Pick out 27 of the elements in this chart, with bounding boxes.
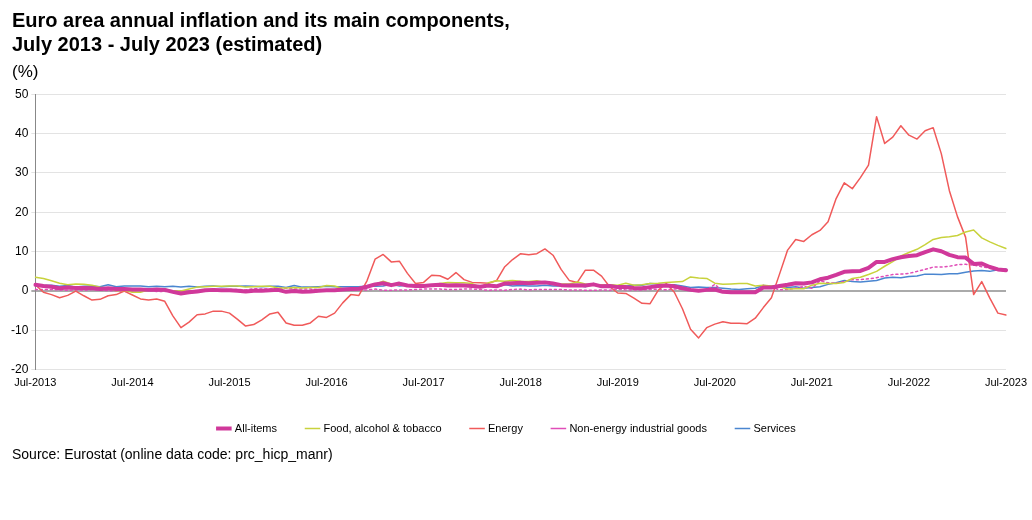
x-tick-label: Jul-2016: [305, 376, 348, 389]
x-tick-label: Jul-2014: [111, 376, 154, 389]
y-tick-label: 30: [14, 165, 29, 180]
chart-title: Euro area annual inflation and its main components, July 2013 - July 2023 (estimated): [11, 8, 511, 56]
legend-label: Energy: [488, 421, 524, 434]
x-tick-label: Jul-2022: [887, 376, 931, 389]
x-tick-label: Jul-2017: [402, 376, 445, 389]
y-tick-label: 50: [14, 86, 29, 101]
x-tick-label: Jul-2013: [14, 376, 57, 389]
x-tick-label: Jul-2023: [984, 376, 1028, 389]
y-tick-label: -10: [11, 322, 29, 337]
x-tick-label: Jul-2018: [499, 376, 542, 389]
y-tick-label: 10: [14, 244, 29, 258]
legend-label: Food, alcohol & tobacco: [323, 421, 442, 434]
y-axis-title: (%): [11, 61, 40, 83]
x-tick-label: Jul-2020: [693, 376, 736, 389]
y-tick-label: 20: [14, 204, 29, 219]
x-tick-label: Jul-2015: [208, 376, 251, 389]
source-note: Source: Eurostat (online data code: prc_hicp_manr): [12, 446, 334, 462]
y-tick-label: -20: [11, 362, 29, 377]
y-tick-label: 0: [21, 283, 29, 298]
legend-label: Services: [753, 421, 797, 434]
legend-label: All-items: [234, 421, 278, 434]
legend-label: Non-energy industrial goods: [569, 421, 708, 434]
x-tick-label: Jul-2021: [790, 376, 833, 389]
x-tick-label: Jul-2019: [596, 376, 639, 389]
y-tick-label: 40: [14, 125, 29, 140]
